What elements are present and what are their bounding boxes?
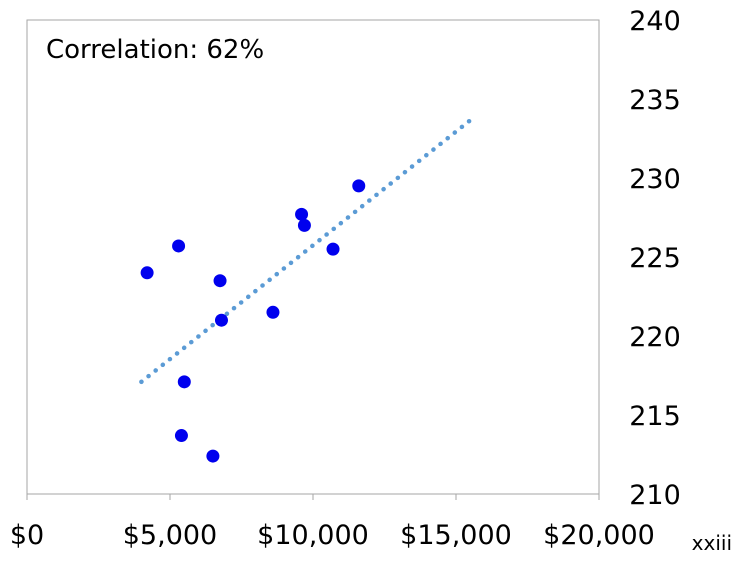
x-tick-label: $5,000 — [123, 520, 217, 551]
x-axis: $0 $5,000 $10,000 $15,000 $20,000 — [10, 493, 655, 551]
y-tick-label: 230 — [629, 164, 681, 195]
data-point — [177, 375, 191, 389]
y-tick-label: 235 — [629, 85, 681, 116]
data-point — [352, 179, 366, 193]
y-axis: 210 215 220 225 230 235 240 — [629, 6, 681, 511]
data-point — [172, 239, 186, 253]
x-tick-label: $15,000 — [400, 520, 512, 551]
x-tick-label: $20,000 — [543, 520, 655, 551]
data-point — [326, 242, 340, 256]
data-point — [297, 218, 311, 232]
correlation-annotation: Correlation: 62% — [46, 35, 264, 65]
data-point — [206, 449, 220, 463]
data-point — [266, 305, 280, 319]
y-tick-label: 240 — [629, 6, 681, 37]
trendline-dotted — [139, 115, 476, 385]
trendline — [139, 115, 476, 385]
plot-area-frame — [26, 19, 600, 495]
y-tick-label: 210 — [629, 480, 681, 511]
y-tick-label: 215 — [629, 401, 681, 432]
x-tick-label: $10,000 — [257, 520, 369, 551]
data-point — [214, 313, 228, 327]
page-number: xxiii — [691, 531, 732, 555]
x-tick-label: $0 — [10, 520, 44, 551]
data-point — [140, 266, 154, 280]
data-point — [213, 274, 227, 288]
scatter-points — [140, 179, 366, 463]
data-point — [295, 207, 309, 221]
y-tick-label: 225 — [629, 243, 681, 274]
data-point — [174, 429, 188, 443]
y-tick-label: 220 — [629, 322, 681, 353]
